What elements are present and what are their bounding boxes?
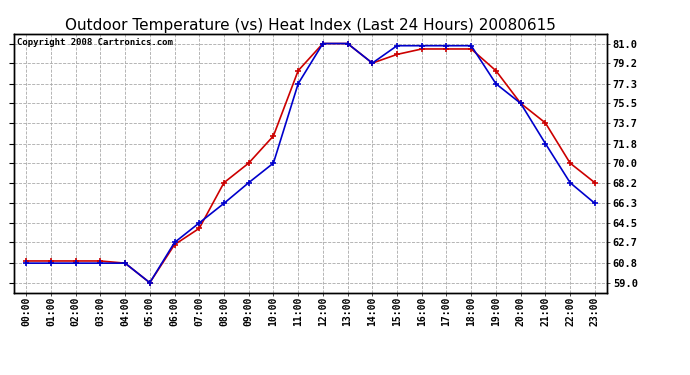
Title: Outdoor Temperature (vs) Heat Index (Last 24 Hours) 20080615: Outdoor Temperature (vs) Heat Index (Las…	[65, 18, 556, 33]
Text: Copyright 2008 Cartronics.com: Copyright 2008 Cartronics.com	[17, 38, 172, 46]
